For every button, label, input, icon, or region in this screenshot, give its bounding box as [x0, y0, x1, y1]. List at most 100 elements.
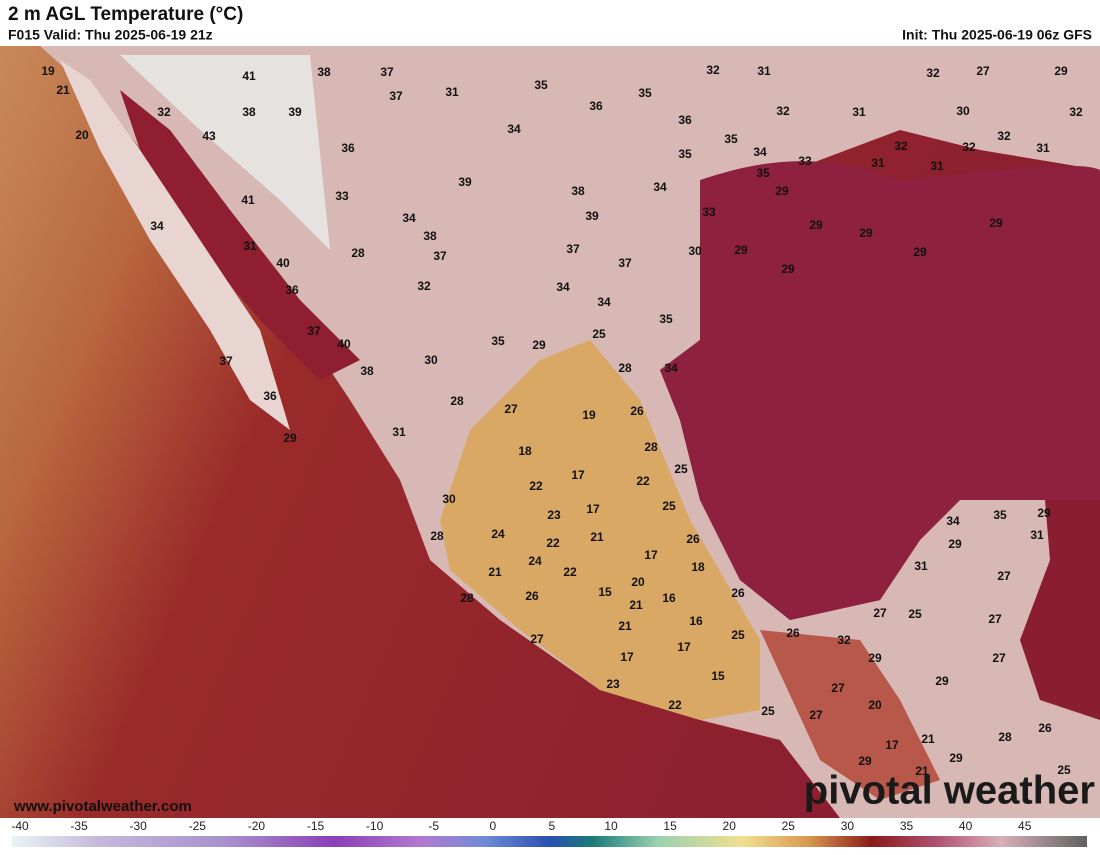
temp-label: 29	[775, 184, 789, 198]
temp-label: 32	[837, 633, 851, 647]
temp-label: 30	[424, 353, 438, 367]
central-highlands	[440, 340, 760, 720]
colorbar-tick-label: 15	[663, 819, 677, 833]
temp-label: 34	[664, 361, 678, 375]
valid-time: F015 Valid: Thu 2025-06-19 21z	[8, 27, 213, 43]
temp-label: 17	[571, 468, 585, 482]
colorbar-tick-label: 45	[1018, 819, 1032, 833]
temp-label: 19	[41, 64, 55, 78]
temp-label: 24	[491, 527, 505, 541]
temp-label: 21	[921, 732, 935, 746]
temp-label: 31	[1036, 141, 1050, 155]
temp-label: 21	[590, 530, 604, 544]
temp-label: 35	[659, 312, 673, 326]
temp-label: 18	[518, 444, 532, 458]
temp-label: 29	[734, 243, 748, 257]
temp-label: 26	[786, 626, 800, 640]
gulf-of-mexico	[660, 161, 1100, 620]
central-america	[760, 630, 940, 800]
temp-label: 33	[702, 205, 716, 219]
colorbar-tick-label: 0	[489, 819, 496, 833]
temp-label: 27	[992, 651, 1006, 665]
temp-label: 28	[998, 730, 1012, 744]
temp-label: 29	[781, 262, 795, 276]
temp-label: 28	[450, 394, 464, 408]
temp-label: 17	[586, 502, 600, 516]
temp-label: 29	[989, 216, 1003, 230]
temp-label: 21	[56, 83, 70, 97]
baja-california	[60, 60, 290, 430]
temp-label: 28	[644, 440, 658, 454]
temp-label: 34	[402, 211, 416, 225]
temp-label: 17	[677, 640, 691, 654]
temp-label: 30	[956, 104, 970, 118]
temp-label: 31	[392, 425, 406, 439]
temp-label: 35	[491, 334, 505, 348]
gulf-of-california	[120, 90, 360, 380]
temp-label: 21	[618, 619, 632, 633]
colorbar-tick-label: -5	[428, 819, 439, 833]
temp-label: 17	[620, 650, 634, 664]
temp-label: 27	[831, 681, 845, 695]
temp-label: 29	[1054, 64, 1068, 78]
colorbar-tick-label: 35	[900, 819, 914, 833]
temp-label: 35	[756, 166, 770, 180]
temp-label: 29	[858, 754, 872, 768]
temp-label: 37	[389, 89, 403, 103]
temp-label: 25	[1057, 763, 1071, 777]
header-bar	[0, 0, 1100, 46]
temp-label: 21	[629, 598, 643, 612]
temp-label: 35	[534, 78, 548, 92]
temp-label: 32	[706, 63, 720, 77]
temp-label: 34	[597, 295, 611, 309]
temp-label: 26	[525, 589, 539, 603]
temp-label: 20	[868, 698, 882, 712]
temp-label: 27	[976, 64, 990, 78]
temp-label: 22	[546, 536, 560, 550]
temp-label: 27	[809, 708, 823, 722]
temp-label: 30	[688, 244, 702, 258]
colorbar	[12, 836, 1087, 847]
temp-label: 39	[458, 175, 472, 189]
temp-label: 29	[948, 537, 962, 551]
temp-label: 38	[571, 184, 585, 198]
temp-label: 15	[598, 585, 612, 599]
temp-label: 35	[638, 86, 652, 100]
temp-label: 24	[528, 554, 542, 568]
temp-label: 39	[288, 105, 302, 119]
temp-label: 33	[798, 154, 812, 168]
temp-label: 26	[1038, 721, 1052, 735]
temp-label: 18	[691, 560, 705, 574]
temp-label: 36	[285, 283, 299, 297]
temp-label: 37	[219, 354, 233, 368]
colorbar-tick-label: -35	[70, 819, 88, 833]
temp-label: 34	[946, 514, 960, 528]
temp-label: 32	[926, 66, 940, 80]
temp-label: 43	[202, 129, 216, 143]
colorbar-tick-label: -25	[189, 819, 207, 833]
temp-label: 36	[263, 389, 277, 403]
temp-label: 29	[532, 338, 546, 352]
colorbar-tick-label: -10	[366, 819, 384, 833]
temp-label: 28	[618, 361, 632, 375]
temp-label: 35	[678, 147, 692, 161]
temp-label: 25	[592, 327, 606, 341]
temp-label: 38	[360, 364, 374, 378]
temp-label: 37	[433, 249, 447, 263]
temp-label: 27	[873, 606, 887, 620]
temp-label: 28	[430, 529, 444, 543]
temp-label: 36	[678, 113, 692, 127]
temp-label: 16	[662, 591, 676, 605]
logo: pivotal weather	[804, 769, 1095, 813]
colorbar-tick-label: 30	[841, 819, 855, 833]
temp-label: 31	[852, 105, 866, 119]
temp-label: 17	[885, 738, 899, 752]
temp-label: 25	[662, 499, 676, 513]
temp-label: 31	[445, 85, 459, 99]
colorbar-tick-label: -40	[11, 819, 29, 833]
temp-label: 22	[563, 565, 577, 579]
temp-label: 41	[242, 69, 256, 83]
temp-label: 25	[674, 462, 688, 476]
